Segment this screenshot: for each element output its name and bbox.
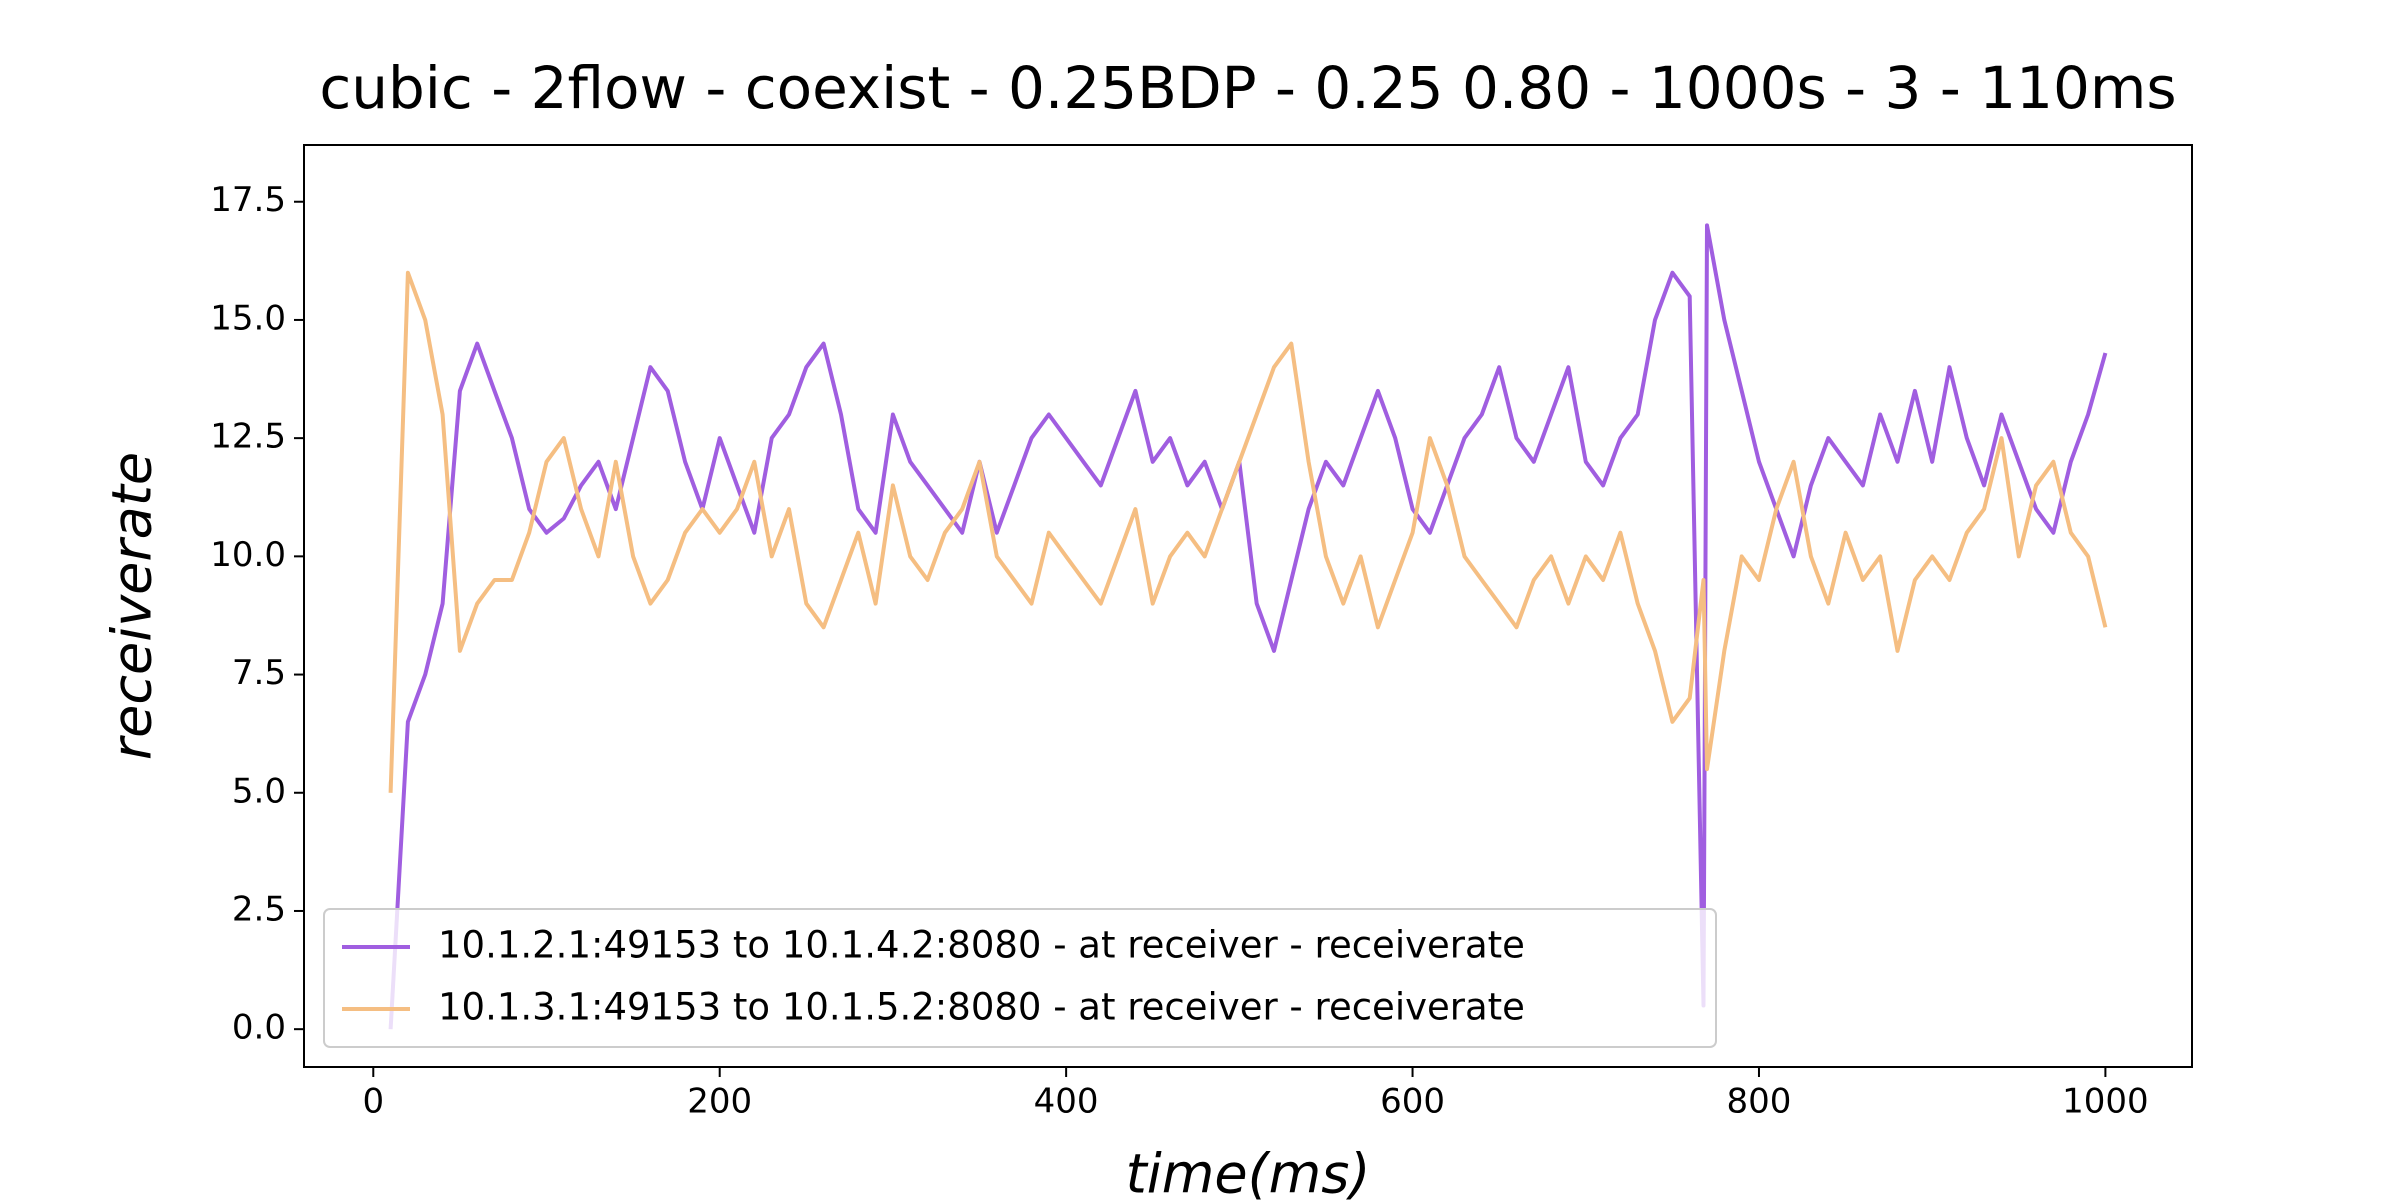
x-tick-label: 800 bbox=[1727, 1082, 1792, 1122]
y-tick-label: 7.5 bbox=[232, 653, 286, 693]
y-tick-label: 10.0 bbox=[210, 535, 286, 575]
legend-label: 10.1.3.1:49153 to 10.1.5.2:8080 - at rec… bbox=[438, 986, 1525, 1029]
x-tick-label: 0 bbox=[362, 1082, 384, 1122]
legend-box bbox=[323, 908, 1717, 1048]
x-tick-label: 1000 bbox=[2062, 1082, 2149, 1122]
x-axis-label: time(ms) bbox=[1126, 1143, 1371, 1200]
plot-frame bbox=[303, 144, 2193, 1068]
series-line bbox=[388, 270, 2108, 793]
legend: 10.1.2.1:49153 to 10.1.4.2:8080 - at rec… bbox=[323, 908, 1717, 1048]
y-axis-label: receiverate bbox=[101, 452, 164, 760]
x-tick-label: 200 bbox=[687, 1082, 752, 1122]
y-tick-label: 15.0 bbox=[210, 298, 286, 338]
series-line bbox=[388, 223, 2108, 1030]
x-tick-label: 600 bbox=[1380, 1082, 1445, 1122]
legend-label: 10.1.2.1:49153 to 10.1.4.2:8080 - at rec… bbox=[438, 924, 1525, 967]
y-tick-label: 17.5 bbox=[210, 180, 286, 220]
chart-title: cubic - 2flow - coexist - 0.25BDP - 0.25… bbox=[319, 54, 2176, 122]
x-tick-label: 400 bbox=[1034, 1082, 1099, 1122]
y-tick-label: 0.0 bbox=[232, 1008, 286, 1048]
y-tick-label: 12.5 bbox=[210, 417, 286, 457]
y-tick-label: 5.0 bbox=[232, 771, 286, 811]
y-tick-label: 2.5 bbox=[232, 889, 286, 929]
